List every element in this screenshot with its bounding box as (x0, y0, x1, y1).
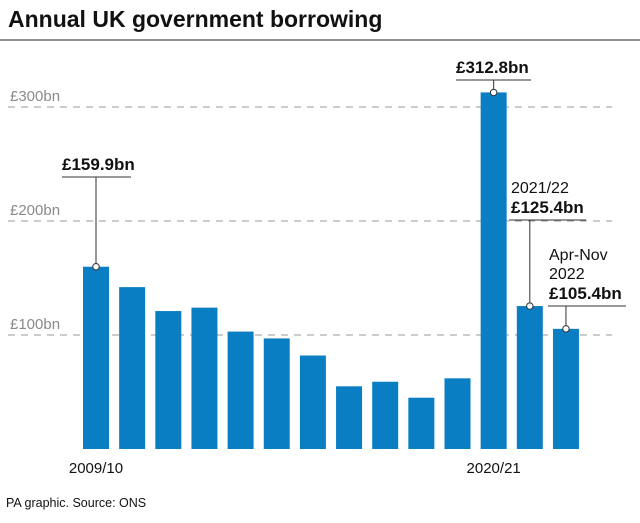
leader-dot (562, 325, 570, 333)
annotation-value: £105.4bn (549, 284, 622, 303)
bar-2011/12 (155, 311, 182, 449)
bar-2020/21 (480, 92, 507, 450)
annotation-label: 2021/22 (511, 180, 569, 197)
annotation-label: 2022 (549, 266, 585, 283)
bar-2013/14 (227, 331, 254, 449)
bar-2009/10 (83, 266, 109, 449)
chart-title: Annual UK government borrowing (8, 6, 382, 32)
bar-2015/16 (299, 355, 326, 449)
leader-dot (526, 302, 534, 310)
bar-2017/18 (372, 381, 399, 449)
annotation-value: £125.4bn (511, 198, 584, 217)
x-tick-label: 2009/10 (69, 460, 123, 477)
bar-2012/13 (191, 307, 218, 449)
x-tick-label: 2020/21 (467, 460, 521, 477)
leader-dot (489, 88, 498, 97)
bar-Apr-Nov 2022 (552, 328, 579, 449)
annotation-label: Apr-Nov (549, 247, 608, 264)
bar-2019/20 (444, 378, 471, 449)
bar-2014/15 (263, 338, 290, 449)
y-tick-label: £300bn (10, 88, 60, 105)
bar-2010/11 (119, 287, 146, 449)
bar-2021/22 (516, 306, 543, 449)
y-tick-label: £100bn (10, 316, 60, 333)
y-tick-label: £200bn (10, 202, 60, 219)
bar-2016/17 (336, 386, 363, 449)
source-note: PA graphic. Source: ONS (6, 496, 146, 510)
leader-dot (92, 263, 100, 271)
annotation-value: £159.9bn (62, 155, 135, 174)
bar-2018/19 (408, 397, 435, 449)
annotation-value: £312.8bn (456, 58, 529, 77)
